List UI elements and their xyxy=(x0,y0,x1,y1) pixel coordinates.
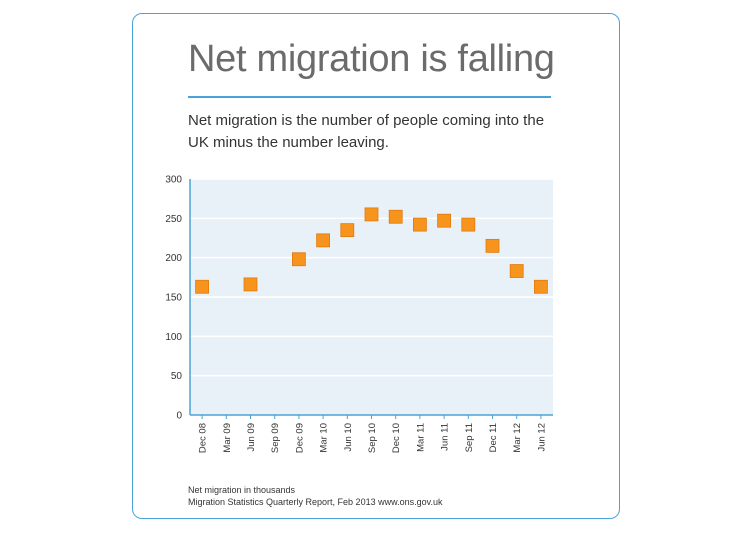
x-tick-label: Mar 12 xyxy=(512,423,523,453)
x-tick-label: Dec 10 xyxy=(391,423,402,453)
chart-card: Net migration is falling Net migration i… xyxy=(132,13,620,519)
data-point xyxy=(509,264,524,278)
data-point xyxy=(195,279,209,294)
chart-subtitle: Net migration is the number of people co… xyxy=(188,112,545,151)
x-tick-label: Sep 09 xyxy=(270,423,281,453)
gridlines xyxy=(190,178,553,377)
x-tick-label: Mar 10 xyxy=(319,423,330,453)
y-tick-label: 200 xyxy=(165,253,182,264)
x-tick-labels: Dec 08 Mar 09 Jun 09 Sep 09 Dec 09 Mar 10 Jun … xyxy=(198,415,547,453)
data-point xyxy=(485,238,500,253)
data-point xyxy=(533,279,548,294)
y-tick-label: 300 xyxy=(165,175,182,186)
chart-title: Net migration is falling xyxy=(188,38,555,80)
x-tick-label: Sep 10 xyxy=(367,423,378,453)
x-tick-label: Sep 11 xyxy=(464,423,475,452)
y-tick-label: 250 xyxy=(165,214,182,225)
x-tick-label: Dec 08 xyxy=(198,423,209,453)
scatter-chart: 0 50 100 150 200 250 300 Dec 08 Mar 09 Jun 09 Sep… xyxy=(165,175,553,453)
data-point xyxy=(437,213,452,228)
y-tick-label: 50 xyxy=(171,371,183,382)
data-markers xyxy=(195,207,548,294)
x-tick-label: Dec 09 xyxy=(294,423,305,453)
y-tick-label: 150 xyxy=(165,293,182,304)
chart-footer: Net migration in thousands Migration Sta… xyxy=(188,484,442,508)
footer-note: Net migration in thousands xyxy=(188,485,296,495)
x-tick-label: Jun 12 xyxy=(536,423,547,452)
data-point xyxy=(412,217,427,232)
data-point xyxy=(461,217,476,232)
title-divider xyxy=(188,96,551,98)
data-point xyxy=(340,223,355,238)
y-tick-label: 100 xyxy=(165,332,182,343)
x-tick-label: Jun 11 xyxy=(440,423,451,451)
y-tick-labels: 0 50 100 150 200 250 300 xyxy=(165,175,182,422)
data-point xyxy=(243,277,258,292)
y-tick-label: 0 xyxy=(176,411,182,422)
x-tick-label: Mar 09 xyxy=(222,423,233,453)
x-tick-label: Jun 10 xyxy=(343,423,354,452)
data-point xyxy=(388,209,403,224)
footer-source: Migration Statistics Quarterly Report, F… xyxy=(188,497,443,507)
data-point xyxy=(316,233,331,248)
x-tick-label: Dec 11 xyxy=(488,423,499,452)
x-tick-label: Jun 09 xyxy=(246,423,257,452)
data-point xyxy=(364,207,379,222)
x-tick-label: Mar 11 xyxy=(415,423,426,452)
data-point xyxy=(291,252,306,267)
